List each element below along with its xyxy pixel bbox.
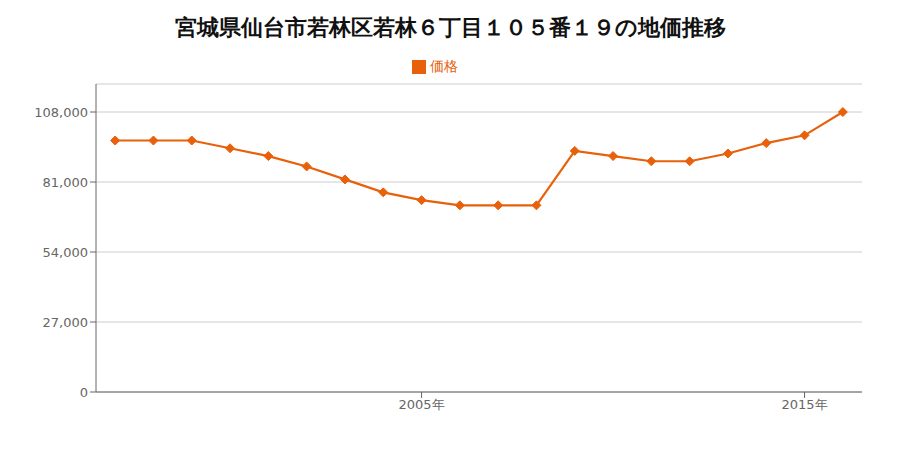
html-text:価格: 価格 [430, 58, 458, 74]
svg-text:27,000: 27,000 [43, 315, 89, 330]
svg-text:54,000: 54,000 [43, 245, 89, 260]
svg-text:2005年: 2005年 [399, 397, 445, 412]
svg-text:81,000: 81,000 [43, 175, 89, 190]
svg-text:0: 0 [80, 385, 88, 400]
svg-text:108,000: 108,000 [34, 105, 88, 120]
svg-text:2015年: 2015年 [782, 397, 828, 412]
html-text:宮城県仙台市若林区若林６丁目１０５番１９の地価推移: 宮城県仙台市若林区若林６丁目１０５番１９の地価推移 [174, 15, 726, 40]
